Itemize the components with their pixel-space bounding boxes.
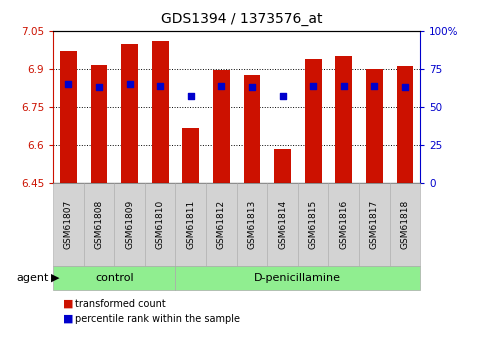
Point [309, 83, 317, 88]
Bar [91, 65, 107, 183]
Text: D-penicillamine: D-penicillamine [255, 273, 341, 283]
Point [95, 85, 103, 90]
Bar [335, 56, 352, 183]
Point [401, 85, 409, 90]
Bar [121, 44, 138, 183]
Bar [243, 75, 260, 183]
Text: GSM61818: GSM61818 [400, 200, 410, 249]
Text: GSM61815: GSM61815 [309, 200, 318, 249]
Text: percentile rank within the sample: percentile rank within the sample [75, 314, 240, 324]
Text: ■: ■ [63, 299, 73, 308]
Point [279, 93, 286, 99]
Text: GSM61813: GSM61813 [247, 200, 256, 249]
Text: transformed count: transformed count [75, 299, 166, 308]
Point [187, 93, 195, 99]
Text: GSM61809: GSM61809 [125, 200, 134, 249]
Bar [397, 67, 413, 183]
Text: agent: agent [16, 273, 48, 283]
Text: GSM61817: GSM61817 [370, 200, 379, 249]
Text: GSM61810: GSM61810 [156, 200, 165, 249]
Text: ■: ■ [63, 314, 73, 324]
Text: GSM61808: GSM61808 [95, 200, 103, 249]
Point [370, 83, 378, 88]
Point [126, 81, 133, 87]
Text: control: control [95, 273, 134, 283]
Bar [213, 70, 230, 183]
Bar [60, 51, 77, 183]
Bar [366, 69, 383, 183]
Bar [152, 41, 169, 183]
Text: GSM61816: GSM61816 [339, 200, 348, 249]
Text: GSM61812: GSM61812 [217, 200, 226, 249]
Text: GDS1394 / 1373576_at: GDS1394 / 1373576_at [161, 12, 322, 26]
Point [340, 83, 348, 88]
Point [217, 83, 225, 88]
Bar [305, 59, 322, 183]
Point [248, 85, 256, 90]
Text: GSM61807: GSM61807 [64, 200, 73, 249]
Text: GSM61811: GSM61811 [186, 200, 195, 249]
Text: ▶: ▶ [51, 273, 59, 283]
Point [65, 81, 72, 87]
Point [156, 83, 164, 88]
Text: GSM61814: GSM61814 [278, 200, 287, 249]
Bar [274, 149, 291, 183]
Bar [183, 128, 199, 183]
